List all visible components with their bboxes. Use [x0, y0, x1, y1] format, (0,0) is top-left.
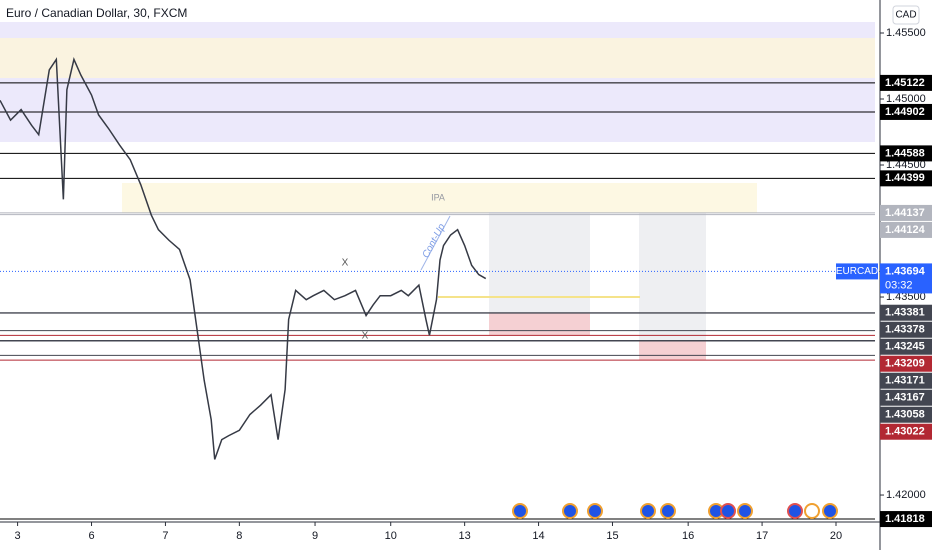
price-label [880, 304, 932, 321]
price-label-text: 1.44124 [885, 224, 926, 236]
price-label [880, 170, 932, 187]
x-tick-label: 10 [385, 530, 397, 542]
y-tick-label: 1.42000 [886, 489, 926, 501]
price-label [880, 221, 932, 238]
currency-button[interactable] [892, 5, 920, 25]
plot [0, 57, 880, 520]
price-label [880, 423, 932, 440]
y-tick-label: 1.44500 [886, 159, 926, 171]
x-tick-label: 20 [830, 530, 842, 542]
event-icons [512, 503, 838, 519]
price-label [880, 338, 932, 355]
position-box [639, 213, 706, 340]
price-label-text: 1.44137 [885, 207, 925, 219]
annotation: X [362, 331, 369, 342]
x-tick-label: 13 [459, 530, 471, 542]
price-label-text: 1.43378 [885, 324, 925, 336]
price-label-text: 1.44588 [885, 147, 925, 159]
chart-title: Euro / Canadian Dollar, 30, FXCM [6, 6, 187, 20]
x-tick-label: 6 [88, 530, 94, 542]
price-label [880, 321, 932, 338]
zone [0, 38, 875, 78]
price-label-text: 1.43209 [885, 358, 925, 370]
price-label [880, 103, 932, 120]
x-tick-label: 3 [15, 530, 21, 542]
annotation: Cont-Up [421, 222, 448, 260]
x-tick-label: 17 [756, 530, 768, 542]
position-box [639, 340, 706, 360]
price-label-text: 1.45122 [885, 77, 925, 89]
price-label-text: 1.43167 [885, 392, 925, 404]
y-tick-label: 1.43500 [886, 291, 926, 303]
price-line [0, 57, 487, 460]
price-label [880, 145, 932, 162]
price-label [880, 511, 932, 528]
currency[interactable]: CAD [895, 10, 916, 21]
axis: 1.455001.450001.445001.440001.435001.420… [15, 27, 932, 542]
price-label-text: 1.43058 [885, 409, 925, 421]
x-tick-label: 9 [312, 530, 318, 542]
price-label [880, 372, 932, 389]
current-price-text: 1.43694 [885, 265, 926, 277]
x-tick-label: 8 [236, 530, 242, 542]
zone [122, 183, 757, 213]
annotation: X [342, 258, 349, 269]
position-box [489, 313, 590, 335]
symbol-text: EURCAD [836, 266, 878, 277]
price-label-text: 1.44902 [885, 106, 925, 118]
x-tick-label: 14 [532, 530, 544, 542]
price-label-text: 1.43381 [885, 307, 925, 319]
annotation: IPA [431, 192, 445, 202]
price-label [880, 74, 932, 91]
x-tick-label: 16 [682, 530, 694, 542]
price-label-text: 1.41818 [885, 513, 925, 525]
price-label [880, 389, 932, 406]
x-tick-label: 15 [606, 530, 618, 542]
x-tick-label: 7 [162, 530, 168, 542]
symbol-label [836, 263, 878, 280]
price-label [880, 204, 932, 221]
price-label-text: 1.43245 [885, 341, 925, 353]
price-label-text: 1.43022 [885, 426, 925, 438]
price-label-text: 1.43171 [885, 375, 925, 387]
countdown: 03:32 [885, 279, 913, 291]
price-label [880, 355, 932, 372]
y-tick-label: 1.45500 [886, 27, 926, 39]
price-label [880, 406, 932, 423]
price-label-text: 1.44399 [885, 172, 925, 184]
current-price-label [880, 263, 932, 294]
trend-line [420, 215, 451, 271]
y-tick-label: 1.45000 [886, 93, 926, 105]
